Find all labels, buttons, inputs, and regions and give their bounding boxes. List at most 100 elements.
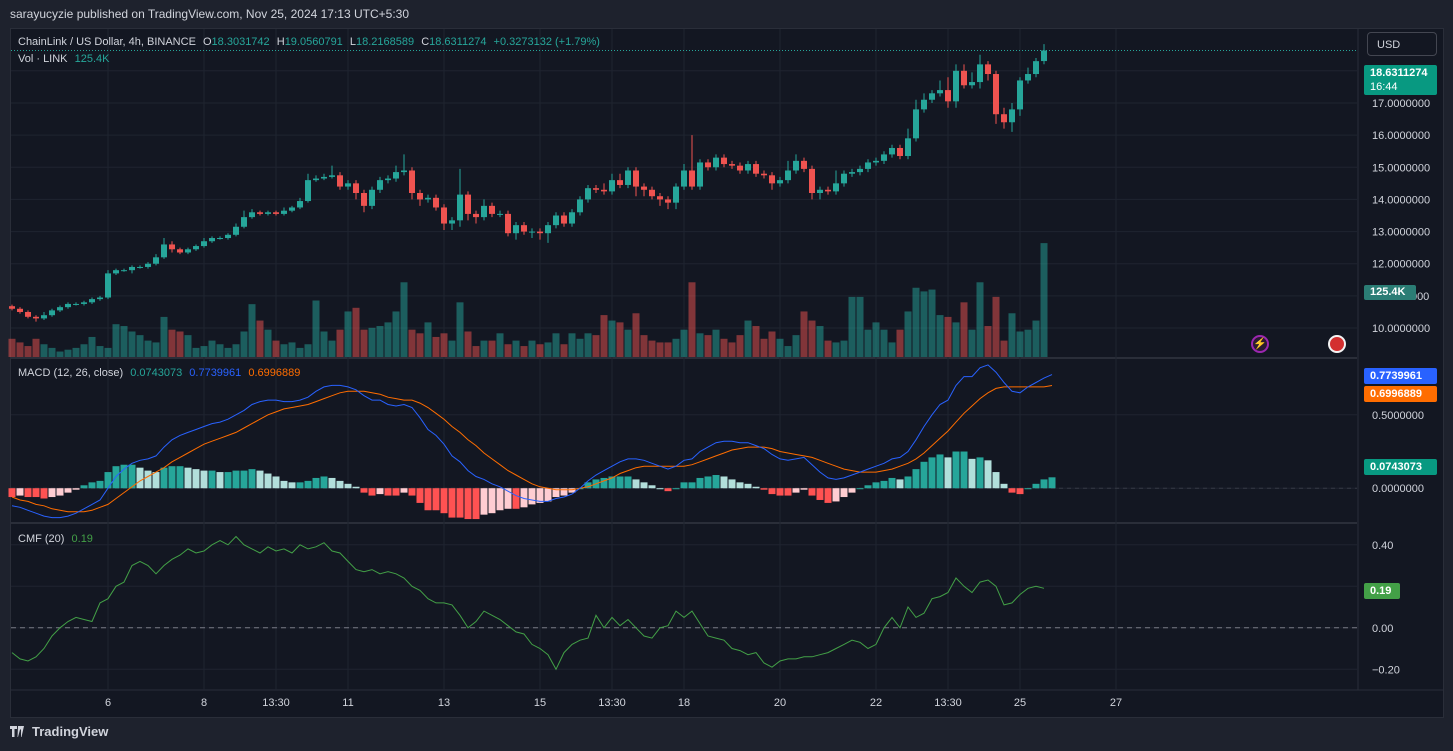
candle-body (217, 238, 223, 240)
low-value: 18.2168589 (356, 36, 415, 48)
macd-histogram-bar (192, 469, 200, 489)
candle-body (801, 160, 807, 169)
macd-histogram-bar (80, 485, 88, 489)
candle-body (849, 172, 855, 174)
macd-histogram-bar (88, 482, 96, 489)
volume-bar (712, 329, 720, 357)
x-axis-tick-label: 13:30 (598, 697, 626, 709)
price-badge: 18.6311274 16:44 (1364, 65, 1437, 95)
macd-histogram-bar (440, 488, 448, 514)
volume-bar (568, 333, 576, 357)
macd-histogram-bar (128, 464, 136, 489)
macd-histogram-bar (104, 472, 112, 489)
candle-body (945, 90, 951, 102)
volume-bar (216, 344, 224, 357)
candle-body (337, 175, 343, 187)
x-axis-tick-label: 15 (534, 697, 546, 709)
volume-bar (752, 326, 760, 357)
candle-body (873, 160, 879, 163)
currency-button[interactable]: USD (1367, 32, 1437, 56)
volume-bar (40, 344, 48, 357)
x-axis-tick-label: 22 (870, 697, 882, 709)
volume-bar (240, 331, 248, 357)
candle-body (625, 170, 631, 185)
macd-line (11, 364, 1053, 519)
cmf-line (11, 535, 1045, 671)
price-axis-tick-label: 13.0000000 (1372, 227, 1430, 239)
volume-bar (1008, 313, 1016, 357)
volume-bar (736, 335, 744, 357)
candle-body (897, 147, 903, 157)
macd-histogram-bar (408, 488, 416, 496)
candle-body (649, 189, 655, 197)
candle-body (345, 183, 351, 187)
candle-body (569, 212, 575, 224)
macd-histogram-bar (616, 476, 624, 489)
macd-signal-line (11, 385, 1053, 513)
macd-histogram-bar (656, 488, 664, 490)
chart-container[interactable] (10, 28, 1444, 718)
macd-histogram-bar (480, 488, 488, 515)
candle-body (641, 186, 647, 190)
candle-body (41, 315, 47, 319)
candle-body (705, 162, 711, 168)
candle-body (153, 257, 159, 264)
volume-bar (904, 311, 912, 357)
volume-bar (952, 322, 960, 357)
candle-body (169, 244, 175, 250)
cmf-axis-tick-label: 0.40 (1372, 540, 1393, 552)
footer-brand[interactable]: TradingView (10, 724, 108, 739)
volume-label[interactable]: Vol · LINK (18, 53, 68, 65)
cmf-label[interactable]: CMF (20) (18, 533, 65, 545)
macd-histogram-bar (392, 488, 400, 496)
volume-bar (344, 311, 352, 357)
x-axis-tick-label: 20 (774, 697, 786, 709)
cmf-axis-tick-label: −0.20 (1372, 664, 1400, 676)
symbol-title[interactable]: ChainLink / US Dollar, 4h, BINANCE (18, 36, 196, 48)
candle-body (1017, 80, 1023, 110)
macd-histogram-bar (664, 488, 672, 492)
change-value: +0.3273132 (+1.79%) (493, 36, 600, 48)
macd-histogram-bar (512, 488, 520, 509)
candle-body (1001, 114, 1007, 123)
volume-bar (392, 311, 400, 357)
macd-histogram-bar (528, 488, 536, 505)
candle-body (745, 164, 751, 171)
volume-bar (600, 315, 608, 357)
candle-body (129, 266, 135, 271)
macd-histogram-bar (856, 488, 864, 490)
macd-histogram-bar (424, 488, 432, 511)
macd-histogram-bar (232, 470, 240, 489)
candle-body (769, 175, 775, 184)
candle-body (97, 297, 103, 300)
macd-label[interactable]: MACD (12, 26, close) (18, 367, 124, 379)
macd-histogram-bar (880, 480, 888, 489)
macd-signal-value: 0.6996889 (248, 367, 301, 379)
macd-histogram-bar (304, 480, 312, 489)
cmf-badge: 0.19 (1364, 583, 1400, 599)
macd-histogram-bar (672, 488, 680, 490)
macd-histogram-bar (560, 488, 568, 496)
flash-icon[interactable]: ⚡ (1251, 335, 1269, 353)
macd-histogram-bar (936, 454, 944, 489)
volume-bar (640, 335, 648, 357)
macd-histogram-bar (464, 488, 472, 520)
macd-axis-tick-label: 0.0000000 (1372, 483, 1424, 495)
macd-histogram-bar (520, 488, 528, 508)
candle-body (321, 176, 327, 179)
volume-bar (272, 340, 280, 357)
volume-bar (1000, 340, 1008, 357)
volume-bar (1040, 243, 1048, 357)
macd-histogram-bar (1048, 477, 1056, 489)
candle-body (929, 93, 935, 100)
volume-bar (920, 291, 928, 357)
candle-body (857, 168, 863, 173)
volume-bar (424, 322, 432, 357)
volume-bar (968, 329, 976, 357)
candle-body (865, 162, 871, 169)
candle-body (809, 168, 815, 193)
candle-body (553, 215, 559, 226)
macd-histogram-bar (968, 458, 976, 489)
us-flag-icon[interactable] (1328, 335, 1346, 353)
